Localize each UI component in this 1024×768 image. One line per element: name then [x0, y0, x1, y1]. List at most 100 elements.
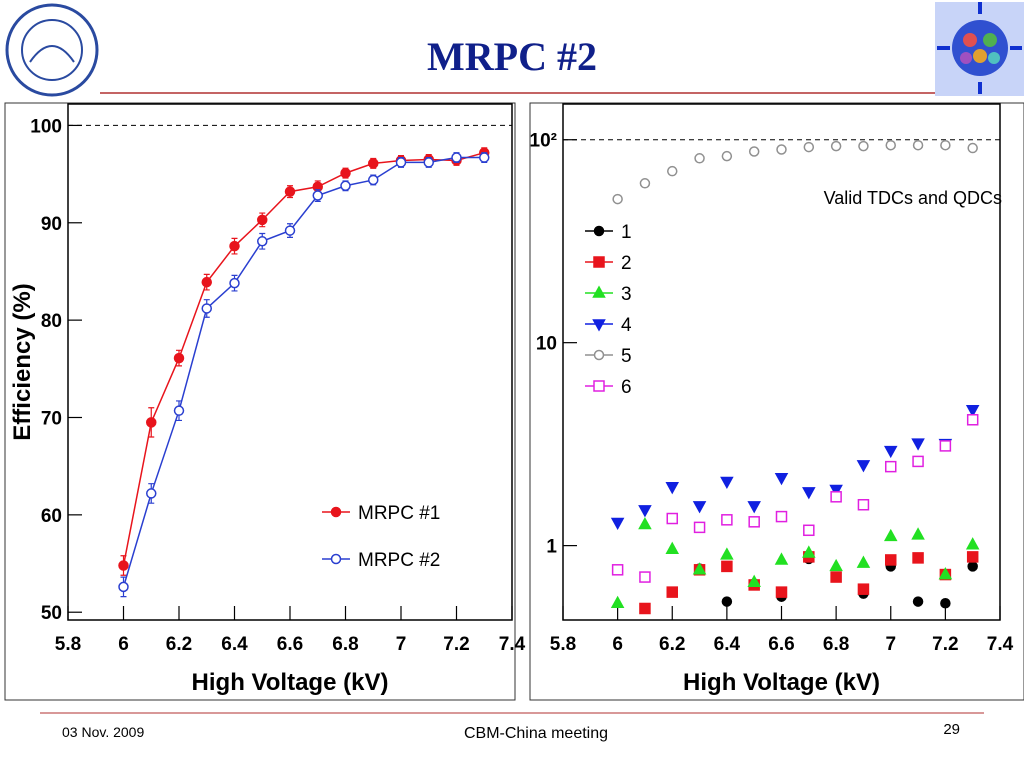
marker: [911, 527, 925, 540]
marker: [146, 488, 157, 499]
x-tick-label: 6.8: [823, 634, 849, 655]
legend-marker: [593, 256, 605, 268]
marker: [830, 140, 842, 152]
legend-marker: [593, 225, 605, 237]
x-tick-label: 6: [118, 634, 129, 655]
x-tick-label: 6.4: [221, 634, 248, 655]
marker: [775, 510, 788, 523]
marker: [857, 498, 870, 511]
legend-marker: [592, 285, 606, 298]
x-tick-label: 7: [396, 634, 407, 655]
marker: [368, 158, 379, 169]
marker: [885, 554, 897, 566]
y-tick-label: 90: [41, 214, 62, 235]
marker: [666, 512, 678, 525]
legend-marker: [593, 380, 605, 392]
marker: [912, 596, 924, 607]
marker: [965, 537, 980, 550]
marker: [856, 460, 871, 473]
marker: [856, 555, 871, 568]
left-panel: [4, 102, 516, 701]
legend-label: 1: [621, 222, 632, 243]
marker: [720, 476, 734, 490]
marker: [610, 517, 625, 531]
marker: [692, 501, 707, 514]
marker: [611, 564, 624, 576]
footer-event: CBM-China meeting: [464, 725, 608, 742]
legend-marker: [330, 506, 342, 518]
marker: [967, 142, 978, 154]
x-tick-label: 6.6: [768, 634, 794, 655]
marker: [858, 140, 869, 152]
marker: [201, 303, 212, 314]
marker: [857, 583, 870, 595]
marker: [173, 352, 185, 364]
marker: [803, 141, 815, 153]
marker: [883, 445, 898, 459]
marker: [885, 139, 896, 151]
y-tick-label: 70: [41, 408, 62, 429]
marker: [966, 414, 979, 426]
marker: [803, 524, 815, 537]
marker: [747, 574, 761, 587]
marker: [173, 405, 185, 416]
x-tick-label: 6.2: [166, 634, 192, 655]
marker: [118, 581, 129, 593]
legend-label: MRPC #2: [358, 550, 440, 571]
legend-marker: [593, 349, 605, 361]
marker: [257, 236, 268, 247]
marker: [885, 460, 897, 473]
marker: [201, 276, 212, 288]
legend-label: 3: [621, 284, 632, 305]
marker: [692, 562, 707, 575]
marker: [775, 586, 788, 598]
marker: [965, 405, 980, 418]
marker: [883, 528, 898, 542]
marker: [939, 440, 952, 452]
x-tick-label: 6.8: [332, 634, 358, 655]
marker: [284, 186, 296, 197]
marker: [912, 455, 924, 468]
icon: [935, 2, 1024, 96]
marker: [748, 516, 760, 528]
marker: [967, 561, 978, 572]
annotation: Valid TDCs and QDCs: [824, 188, 1002, 208]
marker: [776, 144, 787, 155]
x-tick-label: 6.2: [659, 634, 685, 655]
marker: [612, 193, 623, 205]
marker: [479, 152, 490, 163]
marker: [395, 157, 407, 168]
marker: [639, 178, 651, 189]
marker: [340, 167, 351, 179]
marker: [229, 240, 240, 252]
x-tick-label: 7.4: [499, 634, 526, 655]
footer-page: 29: [943, 721, 960, 738]
marker: [665, 482, 680, 495]
marker: [830, 571, 842, 583]
marker: [638, 505, 652, 518]
legend-marker: [592, 319, 606, 332]
marker: [721, 514, 733, 526]
marker: [802, 545, 816, 558]
marker: [610, 595, 625, 608]
marker: [938, 567, 953, 580]
marker: [666, 586, 678, 598]
x-axis-label: High Voltage (kV): [683, 669, 880, 696]
y-tick-label: 10²: [530, 131, 557, 152]
x-tick-label: 7.4: [987, 634, 1014, 655]
marker: [667, 165, 678, 177]
marker: [802, 487, 816, 500]
marker: [665, 541, 680, 554]
y-tick-label: 60: [41, 506, 62, 527]
y-tick-label: 10: [536, 334, 557, 355]
logo: [5, 3, 99, 97]
marker: [694, 153, 705, 164]
x-tick-label: 7: [885, 634, 896, 655]
marker: [639, 602, 651, 615]
x-tick-label: 7.2: [932, 634, 958, 655]
marker: [747, 501, 761, 514]
x-tick-label: 5.8: [55, 634, 81, 655]
marker: [146, 417, 157, 428]
marker: [284, 225, 296, 236]
